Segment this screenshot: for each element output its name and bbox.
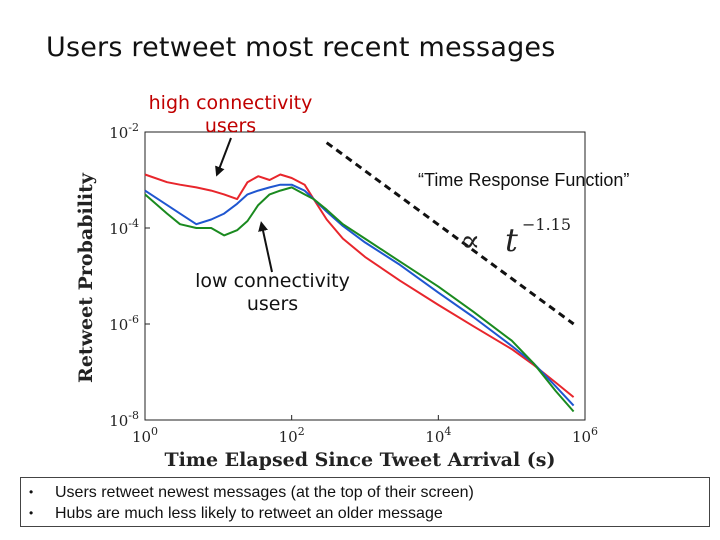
x-tick-label: 104	[425, 425, 451, 446]
formula-exponent: −1.15	[522, 215, 571, 234]
annotation-time-response-function: “Time Response Function”	[418, 170, 630, 190]
formula-t: t	[505, 221, 518, 259]
x-tick-label: 100	[132, 425, 158, 446]
bullet-text: Users retweet newest messages (at the to…	[55, 484, 474, 501]
annotation-low-text: low connectivity users	[195, 270, 350, 315]
x-tick-label: 106	[572, 425, 598, 446]
x-tick-label: 102	[279, 425, 305, 446]
plot-area-frame	[144, 131, 586, 421]
bullet-icon: •	[29, 485, 34, 499]
y-tick-label: 10-2	[109, 121, 139, 142]
annotation-low-connectivity: low connectivity users	[180, 270, 365, 316]
annotation-high-text: high connectivity users	[148, 92, 313, 137]
bullet-list: • Users retweet newest messages (at the …	[20, 477, 710, 527]
bullet-text: Hubs are much less likely to retweet an …	[55, 505, 443, 522]
y-tick-label: 10-6	[109, 313, 139, 334]
series-line-2	[144, 186, 575, 413]
axis-layer: 100 102 104 106 10-8 10-6 10-4 10-2	[109, 121, 598, 446]
y-tick-label: 10-4	[109, 217, 139, 238]
high-connectivity-arrow	[215, 137, 232, 177]
low-connectivity-arrow	[258, 221, 273, 273]
list-item: • Hubs are much less likely to retweet a…	[29, 503, 701, 524]
series-line-0	[144, 173, 575, 398]
annotation-high-connectivity: high connectivity users	[138, 92, 323, 138]
reference-layer	[325, 141, 575, 326]
y-axis-label: Retweet Probability	[75, 172, 97, 383]
formula-proportional-symbol: ∝	[460, 224, 480, 259]
bullet-icon: •	[29, 506, 34, 520]
slide-title: Users retweet most recent messages	[46, 32, 556, 63]
reference-power-law-line	[325, 141, 575, 326]
series-line-1	[144, 183, 575, 407]
x-axis-label: Time Elapsed Since Tweet Arrival (s)	[165, 449, 556, 471]
list-item: • Users retweet newest messages (at the …	[29, 482, 701, 503]
y-tick-label: 10-8	[109, 409, 139, 430]
series-layer	[144, 173, 575, 413]
